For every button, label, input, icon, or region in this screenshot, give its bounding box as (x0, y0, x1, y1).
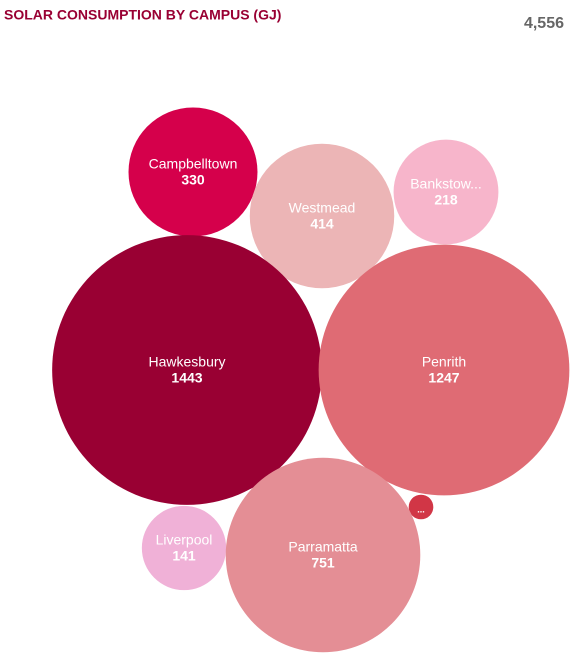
bubble-label: Liverpool (156, 532, 213, 548)
bubble-value: 1443 (171, 370, 202, 386)
bubble-label: ... (417, 504, 425, 514)
bubble (128, 107, 258, 237)
bubble (393, 139, 499, 245)
bubble (318, 244, 570, 496)
bubble-label: Campbelltown (149, 156, 238, 172)
bubble-label: Parramatta (288, 539, 357, 555)
bubble (225, 457, 421, 653)
bubble-value: 218 (434, 192, 458, 208)
total: 4,556 (524, 15, 564, 32)
bubble (52, 235, 322, 505)
bubble-value: 141 (172, 548, 196, 564)
bubble-value: 414 (310, 216, 334, 232)
bubble-label: Westmead (289, 200, 356, 216)
bubble (249, 143, 395, 289)
bubble (408, 494, 434, 520)
bubble-value: 751 (311, 555, 335, 571)
bubble-label: Penrith (422, 354, 466, 370)
bubble-label: Hawkesbury (148, 354, 225, 370)
bubble-value: 330 (181, 172, 205, 188)
bubble-value: 1247 (428, 370, 459, 386)
bubble (141, 505, 227, 591)
chart-title: SOLAR CONSUMPTION BY CAMPUS (GJ) (4, 7, 281, 23)
bubble-label: Bankstow... (410, 176, 482, 192)
